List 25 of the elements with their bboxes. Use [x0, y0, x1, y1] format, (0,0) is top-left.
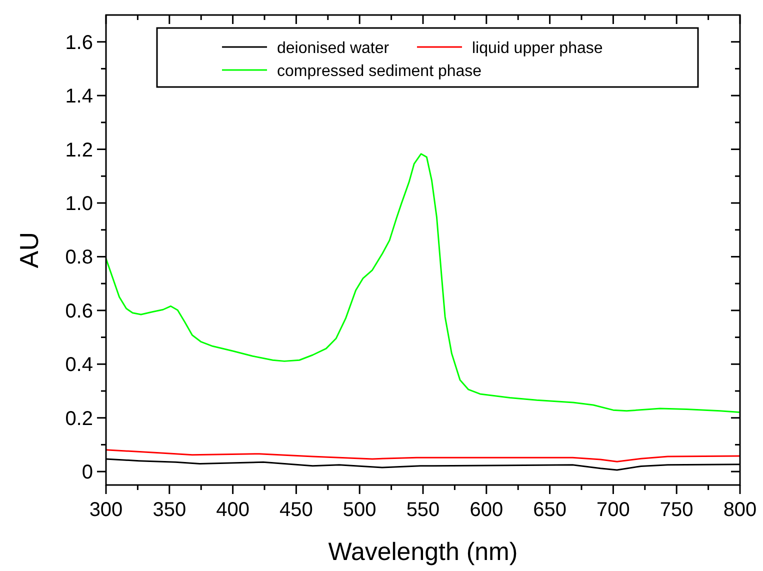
x-tick-label: 550 [406, 499, 440, 521]
y-tick-label: 0.2 [65, 408, 93, 430]
y-tick-label: 1.0 [65, 193, 93, 215]
x-tick-label: 750 [660, 499, 694, 521]
y-tick-label: 0.6 [65, 300, 93, 322]
legend-label: deionised water [277, 40, 390, 57]
x-tick-label: 700 [596, 499, 630, 521]
y-tick-label: 1.4 [65, 86, 93, 108]
y-tick-label: 1.6 [65, 32, 93, 54]
y-tick-label: 1.2 [65, 139, 93, 162]
x-tick-label: 600 [470, 499, 504, 521]
y-tick-label: 0.4 [65, 354, 93, 376]
x-axis-title: Wavelength (nm) [328, 538, 518, 566]
legend-label: liquid upper phase [472, 40, 603, 57]
y-axis-title: AU [14, 232, 44, 268]
x-tick-label: 350 [152, 499, 186, 521]
x-tick-label: 500 [342, 499, 376, 521]
y-tick-label: 0 [82, 462, 93, 484]
legend-label: compressed sediment phase [277, 63, 482, 80]
x-tick-label: 300 [89, 499, 123, 521]
x-tick-label: 400 [216, 499, 250, 521]
y-tick-label: 0.8 [65, 246, 93, 269]
x-tick-label: 450 [280, 499, 313, 521]
x-tick-label: 800 [723, 499, 757, 521]
x-tick-label: 650 [533, 499, 566, 521]
